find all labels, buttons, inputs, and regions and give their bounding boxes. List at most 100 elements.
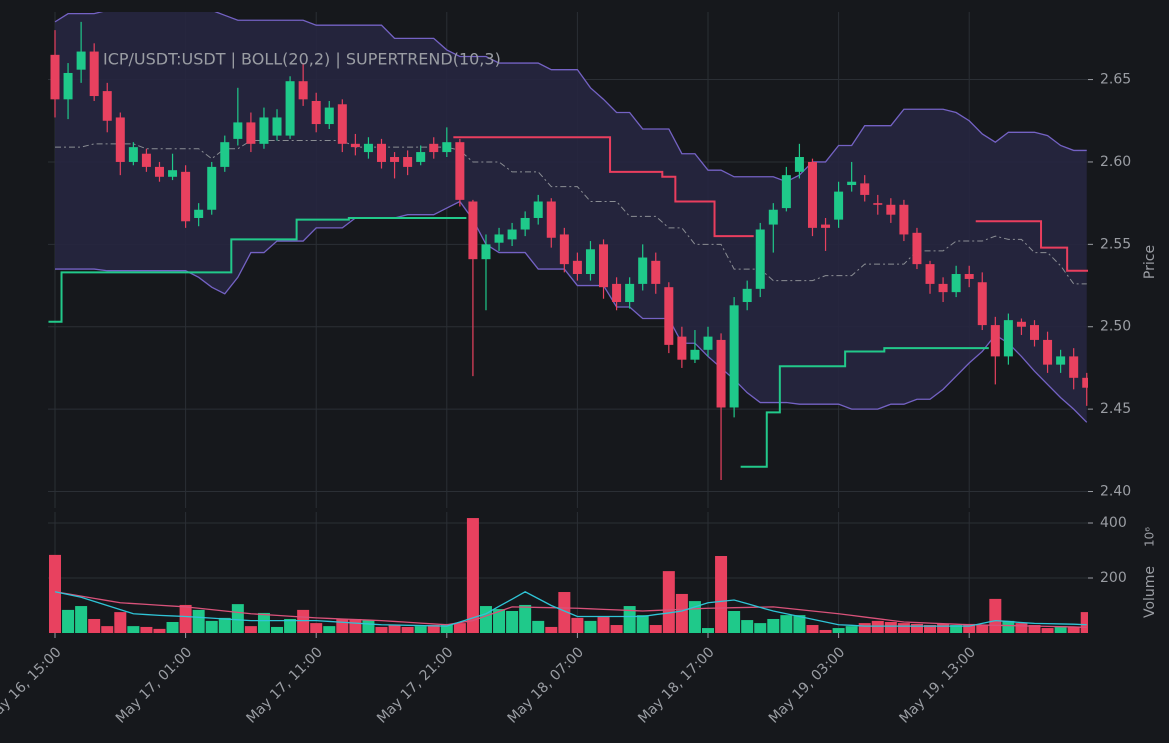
bollinger-lower [55,200,1088,423]
candle-body [298,81,308,100]
volume-bar [362,620,375,633]
candle-body [141,153,151,167]
volume-bar [636,615,649,633]
volume-bar [427,625,440,633]
candle-body [259,117,269,144]
y-tick-label: 2.55 [1100,236,1131,252]
candle-body [899,204,909,235]
candle-body [860,183,870,195]
candle-body [651,260,661,284]
candle-body [220,142,230,167]
candle-body [390,157,400,162]
volume-bar [257,612,270,633]
volume-bar [806,625,819,633]
candle-body [1043,339,1053,365]
volume-bar [662,571,675,633]
volume-bar [832,628,845,633]
volume-bar [114,612,127,633]
x-tick-label: May 19, 13:00 [897,644,979,726]
volume-bar [323,626,336,633]
candle-body [533,201,543,218]
candle-body [964,274,974,279]
volume-bar [375,626,388,633]
candle-body [89,51,99,97]
volume-bar [702,628,714,633]
volume-bar [127,626,140,633]
volume-bar [597,617,610,633]
volume-bar [584,620,597,633]
volume-bar [506,611,519,633]
volume-panel [49,518,1088,633]
y-axis-label: Price [1142,245,1158,279]
candle-body [455,142,465,200]
candle-body [912,232,922,265]
volume-ma [54,591,1087,627]
y-tick-label: 2.60 [1100,154,1131,170]
candle-body [194,209,204,218]
x-tick-label: May 16, 15:00 [0,644,65,726]
candle-body [337,104,347,144]
volume-bar [532,620,545,633]
volume-bar [284,618,297,633]
candle-body [990,325,1000,357]
candle-body [559,234,569,265]
volume-bar [244,626,257,633]
candle-body [76,51,86,70]
x-tick-label: May 18, 17:00 [635,644,717,726]
volume-bar [1015,623,1028,633]
x-tick-label: May 17, 01:00 [113,644,195,726]
candle-body [925,264,935,284]
volume-bar [571,617,584,633]
candle-body [716,339,726,408]
volume-bar [153,628,166,633]
candle-body [115,117,125,162]
volume-bar [453,623,466,633]
volume-offset-label: 10⁶ [1143,527,1157,547]
volume-bar [754,623,767,633]
candle-body [311,100,321,125]
volume-bar [858,623,871,633]
volume-bar [336,618,349,633]
volume-bar [871,620,884,633]
volume-bar [310,623,323,633]
volume-bar [545,626,558,633]
candle-body [572,260,582,275]
volume-bar [963,623,976,633]
candle-body [794,157,804,172]
volume-bar [388,625,401,633]
volume-bar [623,606,636,633]
volume-axis-label: Volume [1142,566,1158,618]
volume-bar [401,626,414,633]
candle-body [729,305,739,408]
candle-body [951,274,961,293]
y-tick-label: 2.65 [1100,72,1131,88]
volume-bar [479,606,492,633]
candle-body [377,143,386,162]
volume-bar [845,626,858,633]
candle-body [207,166,217,210]
candle-body [494,234,504,243]
volume-bar [793,615,806,633]
volume-bar [49,554,61,633]
candle-body [781,175,791,209]
candle-body [625,283,635,303]
volume-ma [54,591,1087,629]
candle-body [599,244,609,288]
volume-bar [231,604,244,633]
volume-bar [780,615,793,633]
volume-bar [950,625,963,633]
candle-body [886,204,896,215]
x-tick-label: May 17, 11:00 [244,644,326,726]
volume-bar [989,598,1002,633]
volume-bar [910,623,923,633]
candle-body [324,107,334,125]
volume-bar [140,626,153,633]
candle-body [690,349,700,360]
volume-bar [466,518,479,633]
volume-bar [62,609,75,633]
candle-body [612,283,622,303]
x-tick-label: May 19, 03:00 [766,644,848,726]
candle-body [520,217,530,230]
candle-body [168,170,178,177]
